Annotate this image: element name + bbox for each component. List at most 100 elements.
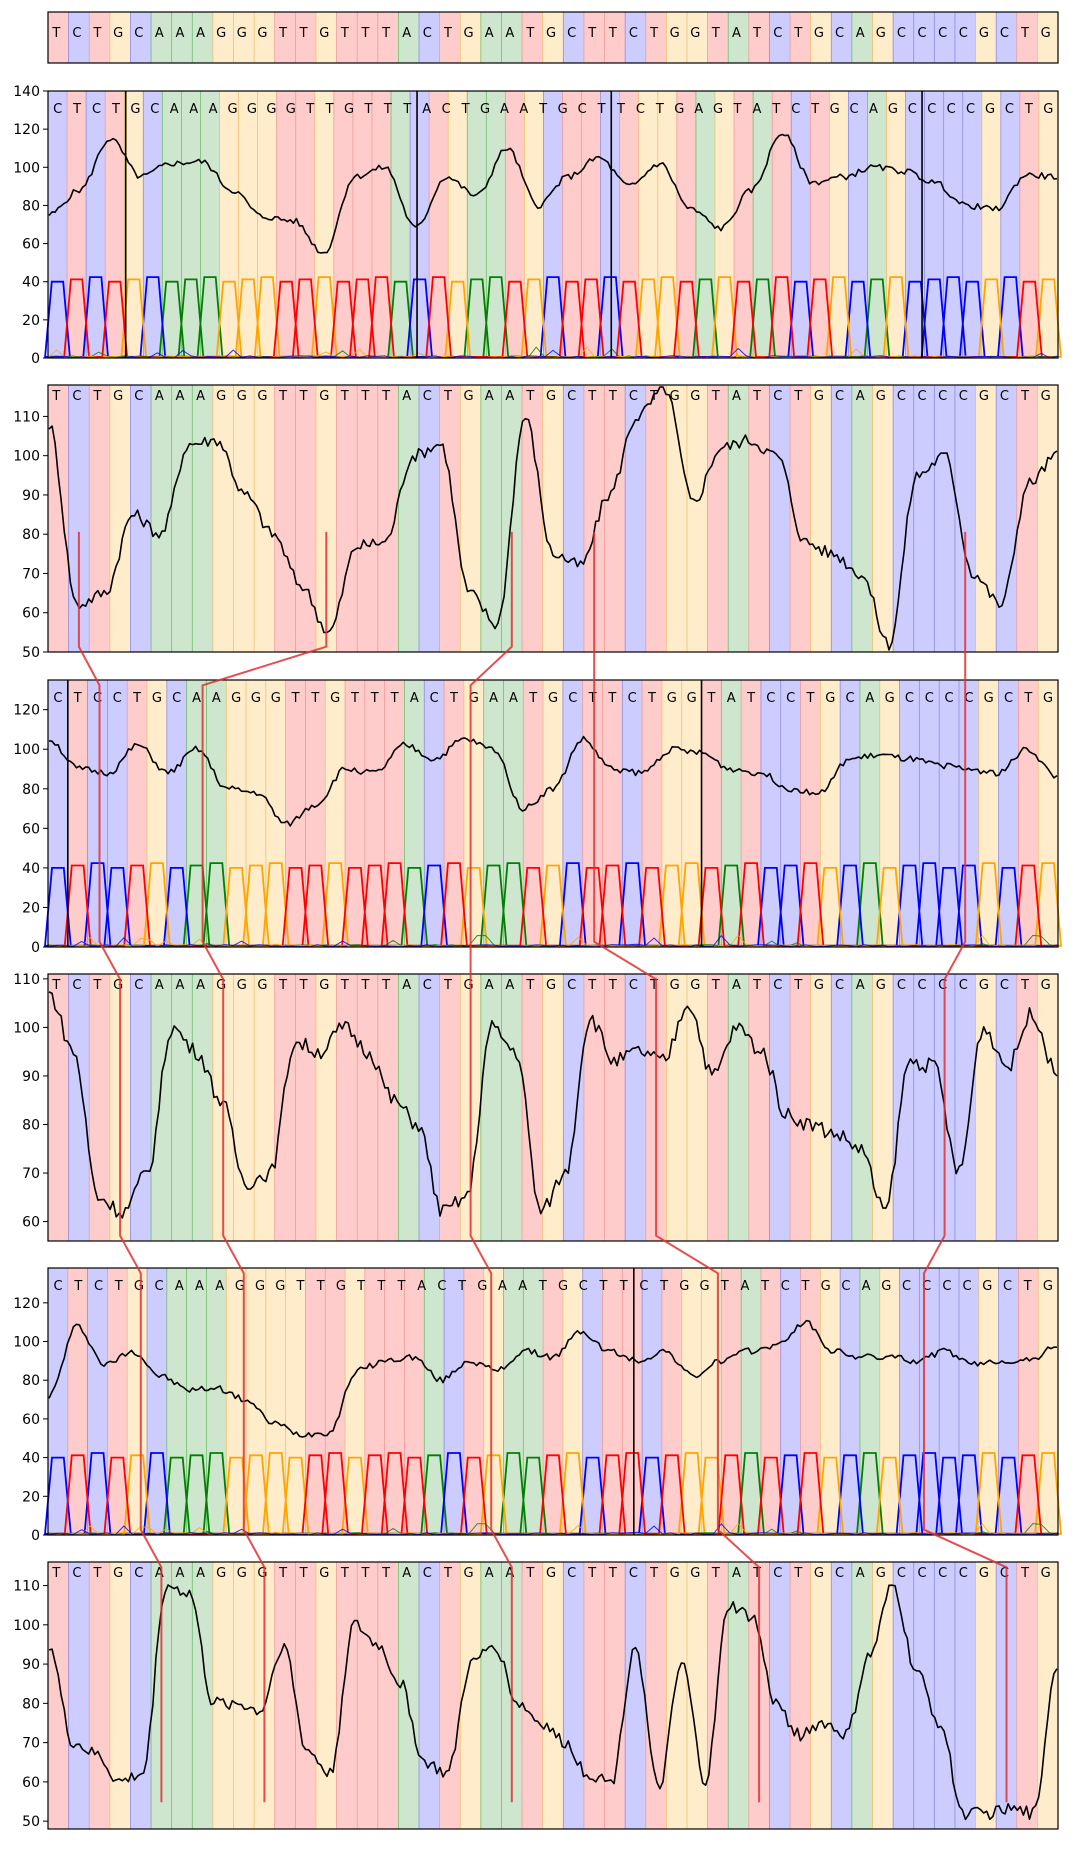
base-column	[954, 974, 976, 1241]
reference-base-label: G	[876, 389, 886, 404]
base-column	[919, 1268, 940, 1535]
read-base-label: G	[830, 102, 840, 117]
base-column	[661, 680, 683, 947]
base-column	[352, 91, 373, 358]
base-column	[542, 12, 564, 63]
reference-base-label: C	[835, 389, 844, 404]
reference-base-label: C	[134, 389, 143, 404]
base-column	[398, 1562, 420, 1829]
read-base-label: T	[114, 1279, 123, 1294]
y-tick-label: 0	[31, 351, 40, 367]
base-column	[840, 1268, 861, 1535]
read-base-label: C	[908, 102, 917, 117]
base-column	[238, 91, 258, 358]
reference-base-label: C	[938, 26, 947, 41]
reference-base-label: C	[938, 1566, 947, 1581]
base-column	[899, 1268, 920, 1535]
reference-base-label: A	[155, 26, 164, 41]
quality-trace	[48, 735, 1058, 827]
base-column	[171, 12, 193, 63]
read-base-label: C	[92, 102, 101, 117]
base-column	[831, 12, 853, 63]
base-column	[305, 1268, 326, 1535]
read-base-label: C	[93, 691, 102, 706]
reference-base-label: T	[711, 978, 720, 993]
y-tick-label: 100	[13, 449, 40, 465]
base-column	[89, 385, 111, 652]
base-column	[748, 12, 770, 63]
reference-base-label: T	[793, 389, 802, 404]
read-base-label: C	[964, 691, 973, 706]
base-column	[543, 680, 564, 947]
reference-base-label: T	[361, 26, 370, 41]
read-base-label: C	[113, 691, 122, 706]
peak-series-A	[48, 276, 1058, 358]
base-column	[562, 91, 582, 358]
base-column	[384, 1268, 405, 1535]
base-column	[257, 91, 277, 358]
base-column	[851, 12, 873, 63]
reference-base-label: T	[711, 389, 720, 404]
base-column	[86, 91, 106, 358]
read-base-label: C	[846, 691, 855, 706]
reference-base-label: C	[1000, 389, 1009, 404]
read-base-label: T	[1023, 1279, 1032, 1294]
reference-base-label: T	[278, 389, 287, 404]
reference-base-label: A	[856, 389, 865, 404]
base-column	[325, 680, 346, 947]
reference-base-label: C	[567, 1566, 576, 1581]
base-column	[810, 1562, 832, 1829]
base-column	[780, 1268, 801, 1535]
reference-base-label: C	[72, 26, 81, 41]
base-column	[274, 1562, 296, 1829]
reference-base-label: A	[155, 978, 164, 993]
panel-frame	[47, 90, 1059, 359]
read-base-label: A	[519, 102, 528, 117]
alignment-link	[201, 531, 328, 1803]
read-base-label: T	[538, 102, 547, 117]
reference-base-label: G	[546, 1566, 556, 1581]
read-base-label: G	[266, 102, 276, 117]
reference-base-label: C	[917, 1566, 926, 1581]
base-column	[975, 974, 997, 1241]
base-column	[958, 1268, 980, 1535]
base-column	[505, 91, 525, 358]
base-column	[67, 680, 88, 947]
read-base-label: T	[457, 1279, 466, 1294]
base-column	[295, 91, 316, 358]
base-column	[542, 1562, 564, 1829]
reference-base-label: A	[732, 26, 741, 41]
read-base-label: G	[344, 102, 354, 117]
read-base-label: C	[53, 691, 62, 706]
base-column	[254, 974, 276, 1241]
reference-base-label: T	[443, 389, 452, 404]
base-column	[336, 974, 358, 1241]
base-column	[68, 1562, 90, 1829]
reference-base-label: T	[278, 978, 287, 993]
reference-base-label: C	[1000, 1566, 1009, 1581]
reference-base-label: C	[773, 26, 782, 41]
base-column	[734, 91, 754, 358]
base-column	[226, 1268, 247, 1535]
read-base-label: T	[599, 1279, 608, 1294]
base-column	[879, 1268, 900, 1535]
base-column	[996, 385, 1018, 652]
base-column	[760, 680, 782, 947]
base-column	[523, 1268, 544, 1535]
base-column	[1019, 91, 1040, 358]
reference-base-label: A	[505, 26, 514, 41]
y-tick-label: 40	[22, 861, 40, 877]
base-column	[707, 385, 729, 652]
reference-base-label: C	[423, 978, 432, 993]
reference-base-label: T	[381, 26, 390, 41]
y-tick-label: 60	[22, 821, 40, 837]
base-column	[975, 385, 997, 652]
reference-base-label: G	[237, 978, 247, 993]
base-column	[503, 1268, 524, 1535]
base-column	[345, 1268, 366, 1535]
reference-base-label: T	[587, 978, 596, 993]
base-column	[274, 12, 296, 63]
reference-base-label: G	[814, 1566, 824, 1581]
base-column	[480, 974, 502, 1241]
